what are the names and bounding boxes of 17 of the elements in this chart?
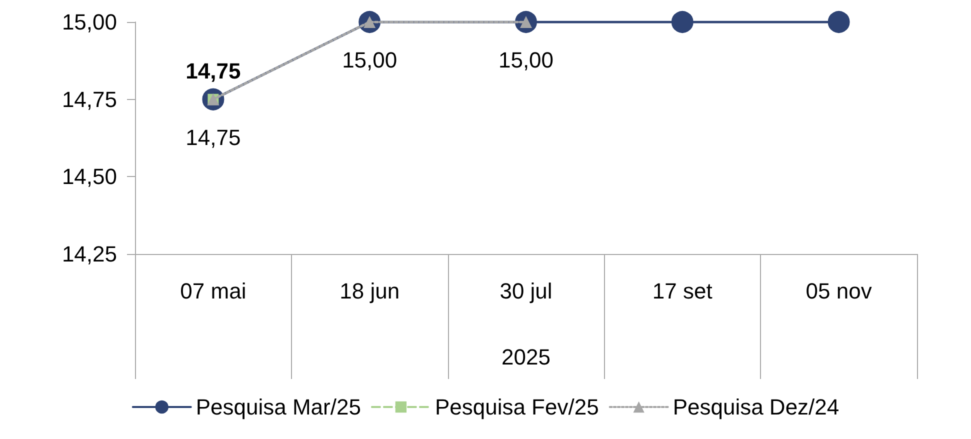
x-tick-label: 30 jul	[500, 278, 552, 304]
y-tick-label: 14,50	[62, 164, 117, 190]
data-label: 15,00	[342, 48, 398, 72]
data-label: 14,75	[186, 58, 241, 84]
data-label: 15,00	[498, 48, 554, 72]
x-tick-label: 18 jun	[340, 278, 400, 304]
legend-label: Pesquisa Mar/25	[196, 394, 361, 420]
data-label: 14,75	[186, 124, 241, 150]
x-tick-label: 07 mai	[180, 278, 246, 304]
legend-label: Pesquisa Fev/25	[434, 394, 599, 420]
x-tick-label: 17 set	[652, 278, 712, 304]
y-tick-label: 14,75	[62, 86, 117, 112]
x-tick-label: 05 nov	[806, 278, 872, 304]
y-tick-label: 15,00	[62, 10, 117, 34]
x-axis-title: 2025	[502, 344, 550, 370]
y-tick-label: 14,25	[62, 242, 117, 266]
legend-label: Pesquisa Dez/24	[672, 394, 840, 420]
